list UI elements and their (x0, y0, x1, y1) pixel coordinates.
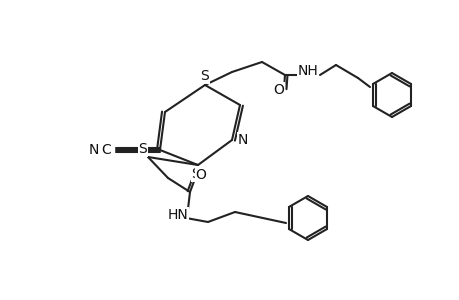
Text: S: S (191, 167, 200, 181)
Text: HN: HN (167, 208, 188, 222)
Text: C: C (101, 143, 111, 157)
Text: NH: NH (297, 64, 318, 78)
Text: S: S (138, 142, 147, 156)
Text: S: S (200, 69, 209, 83)
Text: O: O (195, 168, 206, 182)
Text: N: N (89, 143, 99, 157)
Text: N: N (237, 133, 248, 147)
Text: O: O (273, 83, 284, 97)
